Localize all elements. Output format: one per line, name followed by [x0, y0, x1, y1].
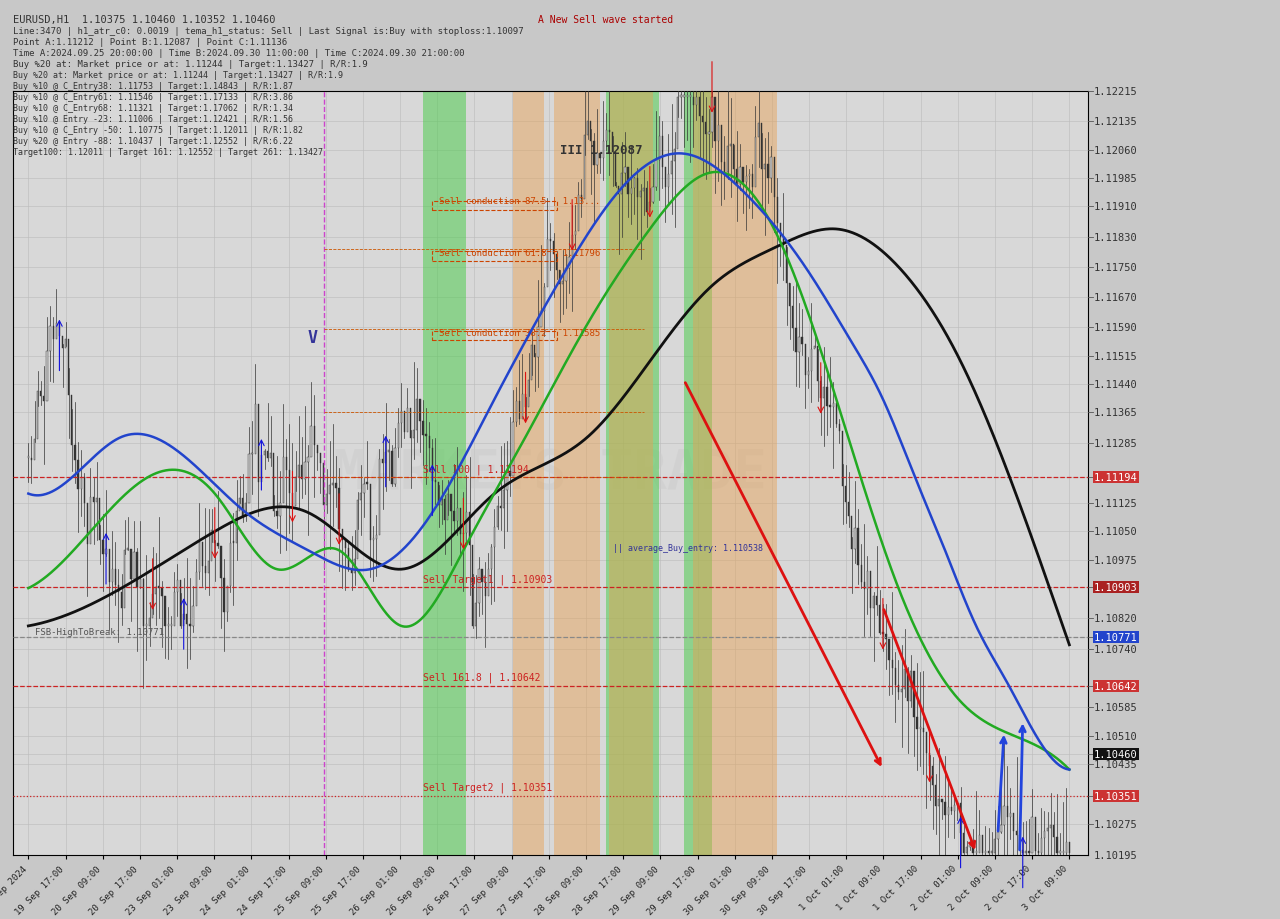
Text: 1.10903: 1.10903 [1093, 583, 1138, 593]
Text: 1.10585: 1.10585 [1093, 702, 1138, 712]
Text: III 1.12087: III 1.12087 [559, 144, 643, 157]
Text: Buy %10 @ C_Entry61: 1.11546 | Target:1.17133 | R/R:3.86: Buy %10 @ C_Entry61: 1.11546 | Target:1.… [13, 93, 293, 102]
Bar [433, 332, 557, 341]
Text: 1.11670: 1.11670 [1093, 293, 1138, 302]
Text: Buy %10 @ Entry -23: 1.11006 | Target:1.12421 | R/R:1.56: Buy %10 @ Entry -23: 1.11006 | Target:1.… [13, 115, 293, 124]
Text: 1.10642: 1.10642 [1093, 681, 1138, 691]
Text: V: V [308, 329, 317, 347]
Text: 1.11125: 1.11125 [1093, 498, 1138, 508]
Text: Buy %10 @ C_Entry38: 1.11753 | Target:1.14843 | R/R:1.87: Buy %10 @ C_Entry38: 1.11753 | Target:1.… [13, 82, 293, 91]
Text: 1.10435: 1.10435 [1093, 759, 1138, 769]
Text: 1.10351: 1.10351 [1093, 790, 1138, 800]
Bar [684, 92, 712, 855]
Text: 1.11194: 1.11194 [1093, 472, 1138, 482]
Text: 1.11285: 1.11285 [1093, 438, 1138, 448]
Bar [609, 92, 653, 855]
Text: 1.11365: 1.11365 [1093, 408, 1138, 418]
Text: Point A:1.11212 | Point B:1.12087 | Point C:1.11136: Point A:1.11212 | Point B:1.12087 | Poin… [13, 38, 287, 47]
Text: Buy %10 @ C_Entry68: 1.11321 | Target:1.17062 | R/R:1.34: Buy %10 @ C_Entry68: 1.11321 | Target:1.… [13, 104, 293, 113]
Text: EURUSD,H1  1.10375 1.10460 1.10352 1.10460: EURUSD,H1 1.10375 1.10460 1.10352 1.1046… [13, 15, 275, 25]
Text: 1.11985: 1.11985 [1093, 174, 1138, 184]
Text: A New Sell wave started: A New Sell wave started [538, 15, 673, 25]
Text: 1.10275: 1.10275 [1093, 820, 1138, 830]
Text: 1.10820: 1.10820 [1093, 614, 1138, 624]
Text: 1.10510: 1.10510 [1093, 731, 1138, 741]
Text: 1.11515: 1.11515 [1093, 351, 1138, 361]
Text: 1.12060: 1.12060 [1093, 145, 1138, 155]
Text: 1.11050: 1.11050 [1093, 527, 1138, 537]
Text: 1.10195: 1.10195 [1093, 850, 1138, 859]
Text: Sell 161.8 | 1.10642: Sell 161.8 | 1.10642 [422, 672, 540, 683]
Text: 1.11440: 1.11440 [1093, 380, 1138, 390]
Bar [433, 252, 557, 261]
Text: Buy %20 at: Market price or at: 1.11244 | Target:1.13427 | R/R:1.9: Buy %20 at: Market price or at: 1.11244 … [13, 60, 367, 69]
Text: Buy %10 @ C_Entry -50: 1.10775 | Target:1.12011 | R/R:1.82: Buy %10 @ C_Entry -50: 1.10775 | Target:… [13, 126, 303, 135]
Text: Time A:2024.09.25 20:00:00 | Time B:2024.09.30 11:00:00 | Time C:2024.09.30 21:0: Time A:2024.09.25 20:00:00 | Time B:2024… [13, 49, 465, 58]
Bar [422, 92, 466, 855]
Text: Sell Target2 | 1.10351: Sell Target2 | 1.10351 [422, 782, 552, 792]
Text: || average_Buy_entry: 1.110538: || average_Buy_entry: 1.110538 [613, 544, 763, 552]
Text: Target100: 1.12011 | Target 161: 1.12552 | Target 261: 1.13427: Target100: 1.12011 | Target 161: 1.12552… [13, 148, 323, 157]
Text: 1.10740: 1.10740 [1093, 644, 1138, 653]
Bar [694, 92, 777, 855]
Text: 1.11910: 1.11910 [1093, 202, 1138, 212]
Text: Sell conduction 87.5 | 1.13...: Sell conduction 87.5 | 1.13... [439, 197, 600, 205]
Text: 1.12135: 1.12135 [1093, 117, 1138, 127]
Text: Sell conduction 38.2 | 1.11585: Sell conduction 38.2 | 1.11585 [439, 328, 600, 337]
Text: Line:3470 | h1_atr_c0: 0.0019 | tema_h1_status: Sell | Last Signal is:Buy with s: Line:3470 | h1_atr_c0: 0.0019 | tema_h1_… [13, 27, 524, 36]
Text: 1.10771: 1.10771 [1093, 632, 1138, 642]
Text: FSB-HighToBreak: 1.10771: FSB-HighToBreak: 1.10771 [35, 627, 164, 636]
Text: Sell conduction 61.8 | 1.11796: Sell conduction 61.8 | 1.11796 [439, 249, 600, 258]
Text: 1.12215: 1.12215 [1093, 87, 1138, 96]
Bar [513, 92, 544, 855]
Text: 1.11750: 1.11750 [1093, 263, 1138, 272]
Text: 1.10975: 1.10975 [1093, 555, 1138, 565]
Bar [553, 92, 600, 855]
Bar [433, 201, 557, 210]
Text: MARKETS TRADE: MARKETS TRADE [334, 447, 767, 500]
Text: Buy %20 at: Market price or at: 1.11244 | Target:1.13427 | R/R:1.9: Buy %20 at: Market price or at: 1.11244 … [13, 71, 343, 80]
Bar [607, 92, 659, 855]
Text: 1.11590: 1.11590 [1093, 323, 1138, 333]
Text: 1.11830: 1.11830 [1093, 233, 1138, 243]
Text: 1.10460: 1.10460 [1093, 750, 1138, 760]
Text: Sell 100 | 1.11194: Sell 100 | 1.11194 [422, 464, 529, 474]
Text: Sell Target1 | 1.10903: Sell Target1 | 1.10903 [422, 573, 552, 584]
Text: Buy %20 @ Entry -88: 1.10437 | Target:1.12552 | R/R:6.22: Buy %20 @ Entry -88: 1.10437 | Target:1.… [13, 137, 293, 146]
